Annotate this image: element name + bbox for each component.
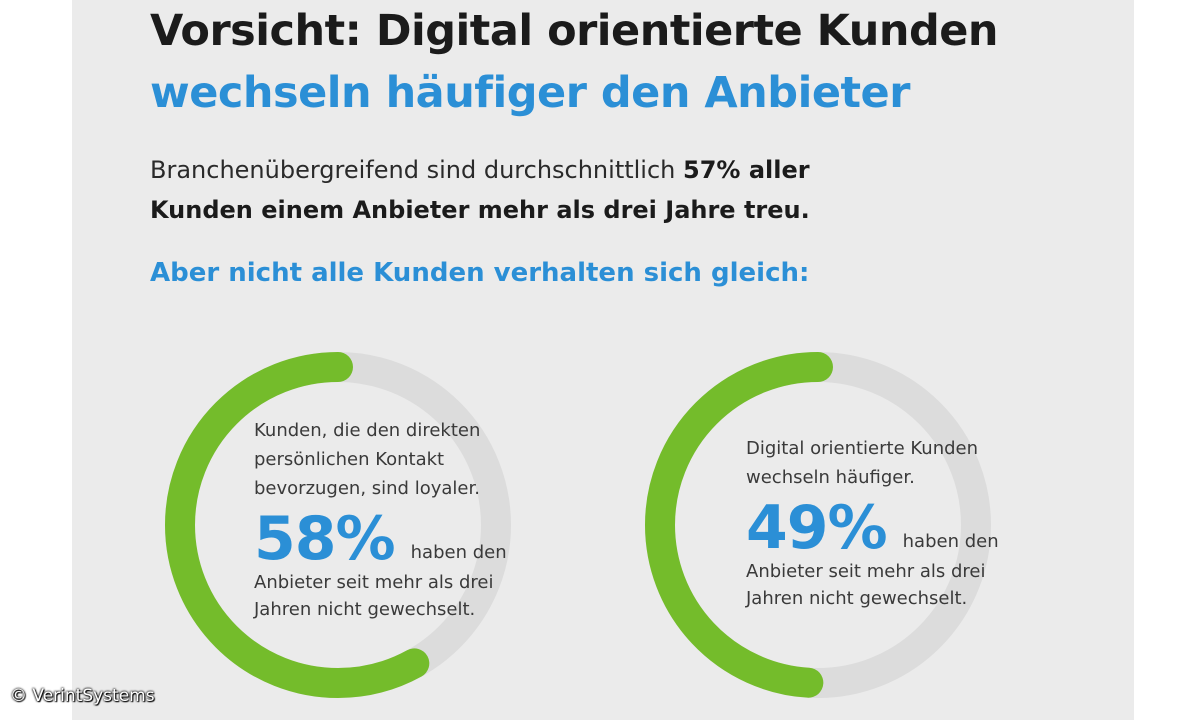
stat-tail: Anbieter seit mehr als drei Jahren nicht… xyxy=(746,558,1046,612)
after-percent-text: haben den xyxy=(902,531,999,552)
desc-line: Digital orientierte Kunden xyxy=(746,438,979,459)
tail-line: Jahren nicht gewechselt. xyxy=(746,588,968,609)
lead-text: Branchenübergreifend sind durchschnittli… xyxy=(150,150,1030,230)
donut-chart-direct-contact xyxy=(165,352,511,698)
ring-value-arc xyxy=(645,352,991,698)
percent-value: 58% xyxy=(254,504,396,574)
title-line-1: Vorsicht: Digital orientierte Kunden xyxy=(150,6,999,56)
tail-line: Anbieter seit mehr als drei xyxy=(254,572,494,593)
ring-value-arc xyxy=(165,352,511,698)
desc-line: bevorzugen, sind loyaler. xyxy=(254,478,480,499)
desc-line: Kunden, die den direkten xyxy=(254,420,481,441)
copyright-credit: © VerintSystems xyxy=(10,686,155,706)
stat-description: Digital orientierte Kunden wechseln häuf… xyxy=(746,434,1046,492)
stat-description: Kunden, die den direkten persönlichen Ko… xyxy=(254,416,544,503)
desc-line: persönlichen Kontakt xyxy=(254,449,445,470)
subheading: Aber nicht alle Kunden verhalten sich gl… xyxy=(150,258,810,288)
tail-line: Jahren nicht gewechselt. xyxy=(254,599,476,620)
title-line-2: wechseln häufiger den Anbieter xyxy=(150,68,910,118)
lead-bold-1: 57% aller xyxy=(683,156,810,184)
stat-block-digital: Digital orientierte Kunden wechseln häuf… xyxy=(746,434,1046,612)
tail-line: Anbieter seit mehr als drei xyxy=(746,561,986,582)
percent-value: 49% xyxy=(746,493,888,563)
stat-block-direct-contact: Kunden, die den direkten persönlichen Ko… xyxy=(254,416,544,623)
desc-line: wechseln häufiger. xyxy=(746,467,915,488)
lead-text-regular: Branchenübergreifend sind durchschnittli… xyxy=(150,156,684,184)
percent-line: 58% haben den xyxy=(254,509,544,569)
after-percent-text: haben den xyxy=(410,542,507,563)
stat-tail: Anbieter seit mehr als drei Jahren nicht… xyxy=(254,569,544,623)
percent-line: 49% haben den xyxy=(746,498,1046,558)
donut-chart-digital xyxy=(645,352,991,698)
lead-bold-2: Kunden einem Anbieter mehr als drei Jahr… xyxy=(150,196,810,224)
